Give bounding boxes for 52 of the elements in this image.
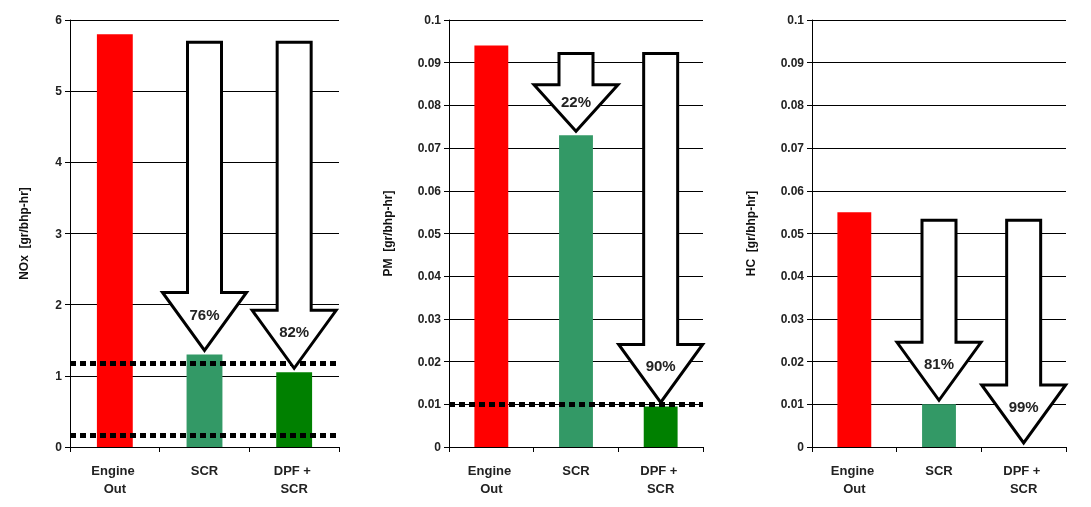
y-axis-title: PM [gr/bhp-hr] bbox=[380, 190, 395, 277]
x-tick-label: Engine Out bbox=[91, 462, 139, 496]
y-tick-label: 0.01 bbox=[417, 397, 441, 412]
y-tick-label: 1 bbox=[55, 368, 63, 383]
bar bbox=[186, 354, 223, 447]
y-tick-label: 0 bbox=[797, 440, 805, 454]
y-tick-label: 0 bbox=[433, 440, 441, 454]
y-tick-label: 0.02 bbox=[780, 354, 805, 369]
y-tick-label: 0.09 bbox=[780, 55, 805, 70]
y-tick-label: 0.1 bbox=[787, 13, 805, 27]
y-tick-label: 0.06 bbox=[417, 183, 441, 198]
y-tick-label: 0 bbox=[55, 440, 63, 454]
annotation: 90% bbox=[645, 357, 676, 375]
bar bbox=[276, 372, 313, 447]
x-tick-label: Engine Out bbox=[467, 462, 515, 496]
y-tick-label: 3 bbox=[55, 226, 63, 241]
y-tick-label: 0.04 bbox=[417, 269, 441, 284]
y-axis-title: HC [gr/bhp-hr] bbox=[744, 190, 759, 277]
y-tick-label: 0.02 bbox=[417, 354, 441, 369]
y-tick-label: 6 bbox=[55, 13, 63, 27]
x-tick-label: DPF + SCR bbox=[639, 462, 681, 496]
y-tick-label: 4 bbox=[55, 155, 63, 170]
annotation: 22% bbox=[560, 93, 591, 111]
y-tick-label: 0.07 bbox=[417, 141, 441, 156]
x-tick-label: DPF + SCR bbox=[1003, 462, 1045, 496]
y-tick-label: 0.04 bbox=[780, 269, 805, 284]
y-tick-label: 0.03 bbox=[780, 311, 805, 326]
y-tick-label: 0.09 bbox=[417, 55, 441, 70]
x-tick-label: SCR bbox=[561, 462, 590, 478]
y-tick-label: 0.08 bbox=[417, 98, 441, 113]
bar bbox=[96, 34, 133, 447]
y-axis-title: NOx [gr/bhp-hr] bbox=[17, 187, 31, 280]
x-tick-label: DPF + SCR bbox=[273, 462, 315, 496]
y-tick-label: 0.03 bbox=[417, 311, 441, 326]
annotation: 99% bbox=[1008, 398, 1040, 416]
y-tick-label: 5 bbox=[55, 84, 63, 99]
annotation: 82% bbox=[279, 323, 310, 341]
y-tick-label: 0.05 bbox=[417, 226, 441, 241]
y-tick-label: 2 bbox=[55, 297, 63, 312]
x-tick-label: SCR bbox=[925, 462, 954, 478]
bar bbox=[474, 45, 508, 447]
x-tick-label: SCR bbox=[190, 462, 219, 478]
x-tick-label: Engine Out bbox=[831, 462, 879, 496]
y-tick-label: 0.05 bbox=[780, 226, 805, 241]
y-tick-label: 0.01 bbox=[780, 397, 805, 412]
annotation: 81% bbox=[924, 355, 955, 373]
y-tick-label: 0.07 bbox=[780, 141, 805, 156]
y-tick-label: 0.08 bbox=[780, 98, 805, 113]
annotation: 76% bbox=[189, 305, 220, 323]
y-tick-label: 0.06 bbox=[780, 183, 805, 198]
y-tick-label: 0.1 bbox=[423, 13, 441, 27]
bar bbox=[643, 406, 678, 447]
